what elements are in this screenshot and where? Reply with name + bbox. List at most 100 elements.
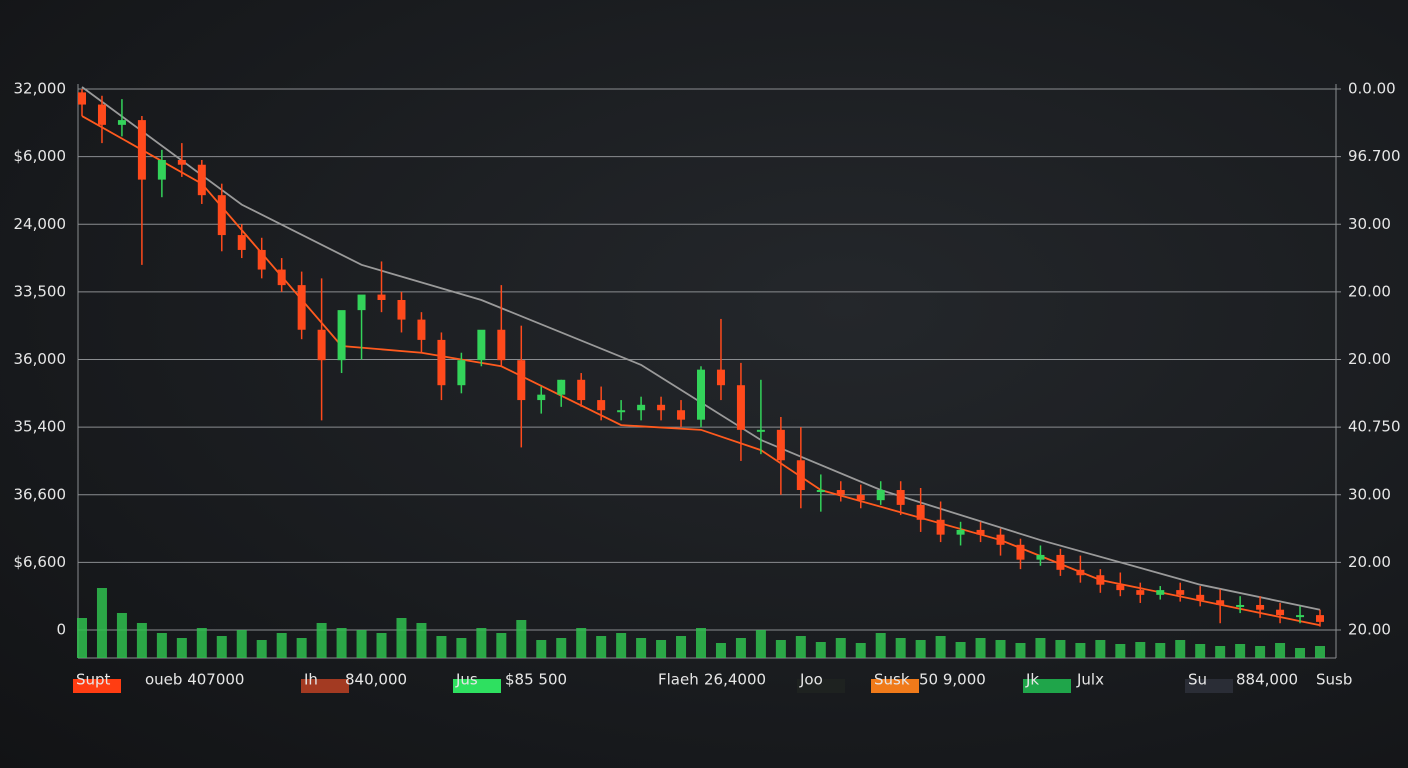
candle-body [497, 329, 506, 361]
volume-bar [616, 633, 627, 658]
y-tick-label: 0 [56, 621, 66, 639]
legend-label: Joo [799, 671, 823, 689]
volume-bar [915, 640, 926, 658]
volume-bar [456, 638, 467, 658]
volume-bar [416, 623, 427, 658]
volume-bar [715, 643, 726, 658]
volume-bar [596, 636, 607, 658]
candle-body [1136, 590, 1145, 595]
volume-bar [955, 642, 966, 658]
candle-body [776, 429, 785, 461]
volume-bar [1135, 642, 1146, 658]
volume-bar [196, 628, 207, 658]
volume-bar [1115, 644, 1126, 658]
y2-tick-label: 0.0.00 [1348, 80, 1396, 98]
volume-bar [656, 640, 667, 658]
legend-label: Ih [304, 671, 318, 689]
y-tick-label: 24,000 [14, 215, 67, 233]
candle-body [597, 400, 606, 411]
candle-body [197, 164, 206, 196]
candle-body [816, 490, 825, 493]
candle-body [397, 299, 406, 320]
volume-bar [875, 633, 886, 658]
volume-bar [556, 638, 567, 658]
candle-body [796, 460, 805, 491]
legend-swatch [453, 679, 501, 693]
legend-label: Supt [76, 671, 111, 689]
candle-body [1016, 544, 1025, 560]
volume-bar [536, 640, 547, 658]
volume-bar [1075, 643, 1086, 658]
candle-body [177, 160, 186, 165]
volume-bar [1095, 640, 1106, 658]
candle-body [457, 360, 466, 386]
candle-body [1276, 609, 1285, 616]
y-tick-label: 32,000 [14, 80, 67, 98]
candle-body [557, 379, 566, 395]
candle-body [277, 269, 286, 286]
volume-bar [636, 638, 647, 658]
volume-bar [256, 640, 267, 658]
volume-bar [975, 638, 986, 658]
legend-label: Jus [455, 671, 478, 689]
y-tick-label: 33,500 [14, 282, 67, 300]
candle-body [1216, 600, 1225, 605]
candle-body [297, 285, 306, 330]
candle-body [78, 92, 86, 105]
volume-bar [1035, 638, 1046, 658]
candle-body [577, 379, 586, 401]
volume-bar [496, 633, 507, 658]
candle-body [257, 249, 266, 270]
legend-label: 884,000 [1236, 671, 1298, 689]
volume-bar [396, 618, 407, 658]
candle-body [916, 504, 925, 520]
legend-label: Jk [1025, 671, 1039, 689]
volume-bar [1175, 640, 1186, 658]
volume-bar [1195, 644, 1206, 658]
candle-body [1056, 554, 1065, 570]
y-tick-label: 36,600 [14, 485, 67, 503]
volume-bar [795, 636, 806, 658]
candle-body [157, 160, 166, 180]
candle-body [317, 329, 326, 361]
volume-bar [376, 633, 387, 658]
candle-body [1236, 604, 1245, 607]
volume-bar [96, 588, 107, 658]
y2-tick-label: 20.00 [1348, 553, 1391, 571]
volume-bar [1295, 648, 1306, 658]
y-tick-label: $6,600 [14, 553, 67, 571]
candle-body [637, 404, 646, 411]
volume-bar [176, 638, 187, 658]
volume-bar [216, 636, 227, 658]
candle-body [1036, 554, 1045, 560]
candle-body [1176, 590, 1185, 595]
candle-body [736, 385, 745, 430]
candle-body [617, 410, 626, 413]
volume-bar [755, 630, 766, 658]
candle-body [1296, 615, 1305, 618]
candle-body [117, 120, 126, 125]
legend-swatch [1023, 679, 1071, 693]
candle-body [337, 310, 346, 361]
candle-body [1116, 584, 1125, 591]
volume-bar [77, 618, 87, 658]
candle-body [896, 490, 905, 505]
candle-body [756, 429, 765, 432]
volume-bar [676, 636, 687, 658]
volume-bar [1235, 644, 1246, 658]
volume-bar [696, 628, 706, 658]
candle-body [1256, 604, 1265, 610]
legend-label: Julx [1076, 671, 1104, 689]
volume-bar [995, 640, 1006, 658]
volume-bar [855, 643, 866, 658]
candle-body [1076, 569, 1085, 576]
candle-body [137, 120, 146, 180]
candle-body [1316, 615, 1324, 622]
volume-bar [336, 628, 347, 658]
candle-body [836, 490, 845, 495]
y2-tick-label: 96.700 [1348, 147, 1401, 165]
y-tick-label: 35,400 [14, 418, 67, 436]
candle-body [377, 294, 386, 300]
legend-swatch [797, 679, 845, 693]
